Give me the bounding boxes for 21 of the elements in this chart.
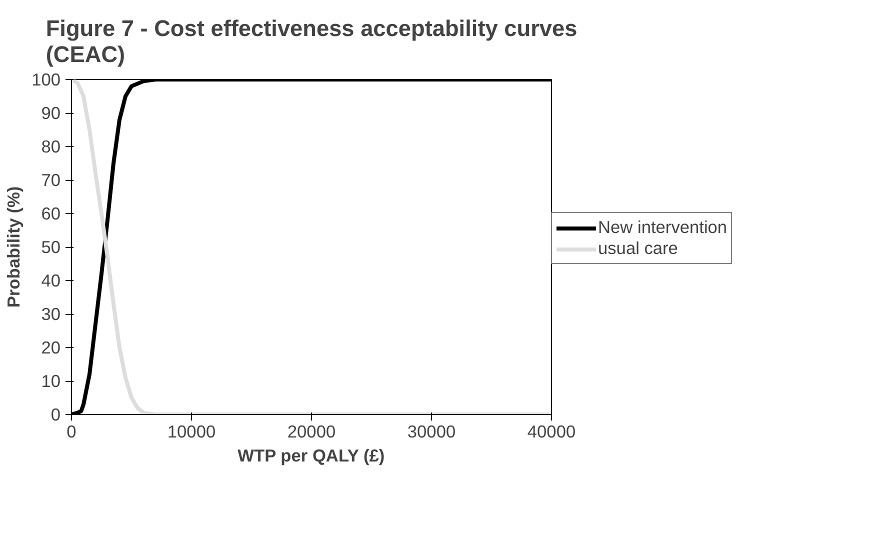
y-tick-label: 20 xyxy=(41,338,61,358)
y-axis-title: Probability (%) xyxy=(4,186,24,308)
y-tick-label: 100 xyxy=(32,70,61,90)
y-tick-label: 50 xyxy=(41,237,61,257)
y-tick-label: 30 xyxy=(41,304,61,324)
y-tick-label: 80 xyxy=(41,136,61,156)
y-tick-label: 0 xyxy=(50,404,61,424)
y-tick-label: 90 xyxy=(41,103,61,123)
legend-label: usual care xyxy=(598,238,678,259)
y-tick-label: 10 xyxy=(41,371,61,391)
y-tick-label: 70 xyxy=(41,170,61,190)
x-tick-label: 20000 xyxy=(287,422,336,442)
x-tick-label: 0 xyxy=(66,422,76,442)
legend-label: New intervention xyxy=(598,217,728,238)
y-tick-label: 60 xyxy=(41,204,61,224)
x-tick-label: 40000 xyxy=(527,422,576,442)
chart-title: Figure 7 - Cost effectiveness acceptability curves (CEAC) xyxy=(46,15,578,67)
y-tick-label: 40 xyxy=(41,270,61,290)
x-tick-label: 10000 xyxy=(167,422,216,442)
x-axis-title: WTP per QALY (£) xyxy=(238,446,385,466)
x-tick-label: 30000 xyxy=(407,422,456,442)
